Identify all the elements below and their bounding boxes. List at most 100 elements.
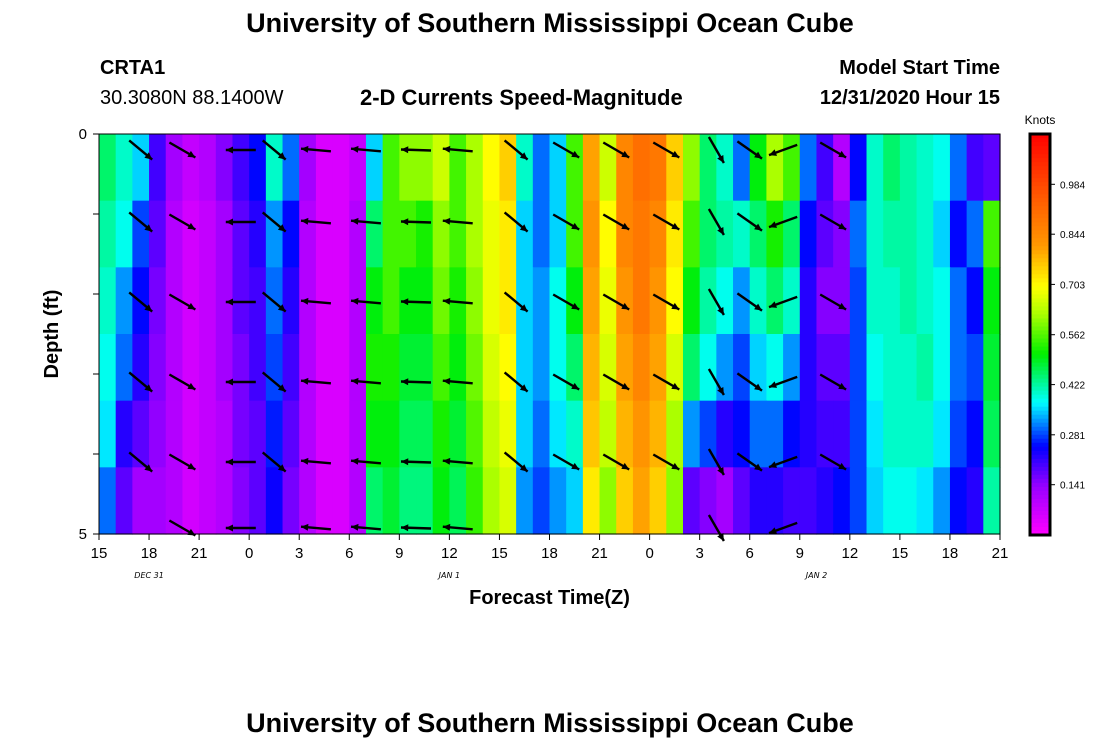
- colorbar-swatch: [1030, 198, 1050, 203]
- arrow-head: [225, 298, 233, 306]
- arrow-head: [838, 382, 847, 390]
- heatmap-cell: [766, 400, 784, 468]
- heatmap-cell: [749, 334, 768, 402]
- colorbar-swatch: [1030, 470, 1050, 476]
- colorbar-swatch: [1030, 438, 1050, 444]
- current-arrow: [442, 523, 473, 531]
- current-arrow: [602, 213, 630, 231]
- heatmap-cell: [816, 400, 834, 468]
- current-arrow: [400, 458, 432, 466]
- page-title-bottom: University of Southern Mississippi Ocean…: [246, 708, 854, 738]
- heatmap-cell: [382, 200, 400, 268]
- heatmap-cell: [883, 400, 901, 468]
- arrow-head: [187, 302, 196, 310]
- current-arrow: [400, 218, 432, 226]
- heatmap-cell: [899, 267, 918, 335]
- arrow-head: [301, 145, 309, 153]
- heatmap-cell: [716, 400, 734, 468]
- arrow-head: [277, 384, 286, 392]
- heatmap-cell: [833, 400, 851, 468]
- current-arrow: [503, 139, 529, 161]
- arrow-head: [717, 155, 724, 163]
- arrow-head: [225, 458, 233, 466]
- colorbar-swatch: [1030, 526, 1050, 532]
- heatmap-cell: [432, 134, 450, 202]
- arrow-head: [621, 222, 630, 230]
- x-tick-label: 12: [441, 545, 458, 562]
- arrow-head: [769, 221, 777, 228]
- colorbar-swatch: [1030, 442, 1050, 448]
- current-arrow: [552, 293, 580, 311]
- heatmap-cell: [232, 134, 250, 202]
- model-start-time: 12/31/2020 Hour 15: [819, 87, 1000, 109]
- current-arrow: [736, 372, 763, 392]
- heatmap-cell: [949, 467, 968, 535]
- arrow-head: [351, 145, 359, 153]
- x-tick-label: 0: [645, 545, 653, 562]
- heatmap-cell: [599, 134, 617, 202]
- arrow-head: [754, 223, 762, 231]
- heatmap-cell: [432, 400, 450, 468]
- x-tick-label: 15: [491, 545, 508, 562]
- heatmap-cell: [416, 267, 434, 335]
- heatmap-cell: [766, 467, 784, 535]
- heatmap-cell: [933, 400, 951, 468]
- heatmap-cell: [132, 334, 150, 402]
- heatmap-cell: [733, 400, 751, 468]
- arrow-head: [621, 302, 630, 310]
- x-tick-label: 9: [796, 545, 804, 562]
- colorbar-swatch: [1030, 266, 1050, 271]
- colorbar-swatch: [1030, 514, 1050, 520]
- current-arrow: [261, 291, 287, 313]
- heatmap-cell: [282, 334, 300, 402]
- y-tick-label: 0: [79, 126, 87, 143]
- arrow-head: [769, 301, 777, 308]
- heatmap-cell: [699, 400, 717, 468]
- current-arrow: [350, 217, 382, 225]
- heatmap-cell: [983, 267, 1001, 335]
- colorbar-swatch: [1030, 486, 1050, 492]
- colorbar-tick-label: 0.422: [1060, 381, 1085, 392]
- speed-heatmap: [99, 134, 1001, 535]
- arrow-head: [401, 378, 409, 386]
- colorbar-swatch: [1030, 290, 1050, 295]
- colorbar-swatch: [1030, 354, 1050, 360]
- arrow-head: [838, 302, 847, 310]
- heatmap-cell: [883, 467, 901, 535]
- heatmap-cell: [249, 134, 267, 202]
- heatmap-cell: [783, 134, 801, 202]
- heatmap-cell: [682, 200, 701, 268]
- colorbar-swatch: [1030, 190, 1050, 195]
- heatmap-cell: [916, 334, 934, 402]
- arrow-head: [717, 307, 724, 315]
- colorbar-swatch: [1030, 474, 1050, 480]
- heatmap-cell: [315, 267, 334, 335]
- current-arrow: [819, 141, 847, 159]
- heatmap-cell: [199, 334, 217, 402]
- heatmap-cell: [783, 200, 801, 268]
- arrow-head: [571, 150, 580, 158]
- heatmap-cell: [849, 134, 868, 202]
- current-arrow: [300, 217, 332, 225]
- current-arrow: [261, 371, 287, 393]
- arrow-head: [671, 302, 680, 310]
- arrow-head: [351, 457, 359, 465]
- arrow-head: [519, 384, 528, 392]
- current-arrow: [350, 297, 382, 305]
- arrow-head: [225, 146, 233, 154]
- heatmap-cell: [866, 400, 884, 468]
- current-arrow: [707, 136, 725, 164]
- heatmap-cell: [449, 400, 467, 468]
- heatmap-cell: [833, 134, 851, 202]
- heatmap-cell: [132, 467, 150, 535]
- heatmap-cell: [983, 400, 1001, 468]
- current-arrow: [400, 146, 432, 154]
- arrow-head: [442, 297, 451, 305]
- heatmap-cell: [866, 200, 884, 268]
- current-arrow: [707, 514, 725, 542]
- current-arrow: [225, 298, 256, 306]
- heatmap-cell: [349, 200, 367, 268]
- colorbar-swatch: [1030, 242, 1050, 247]
- current-arrow: [652, 373, 680, 391]
- heatmap-cell: [616, 134, 634, 202]
